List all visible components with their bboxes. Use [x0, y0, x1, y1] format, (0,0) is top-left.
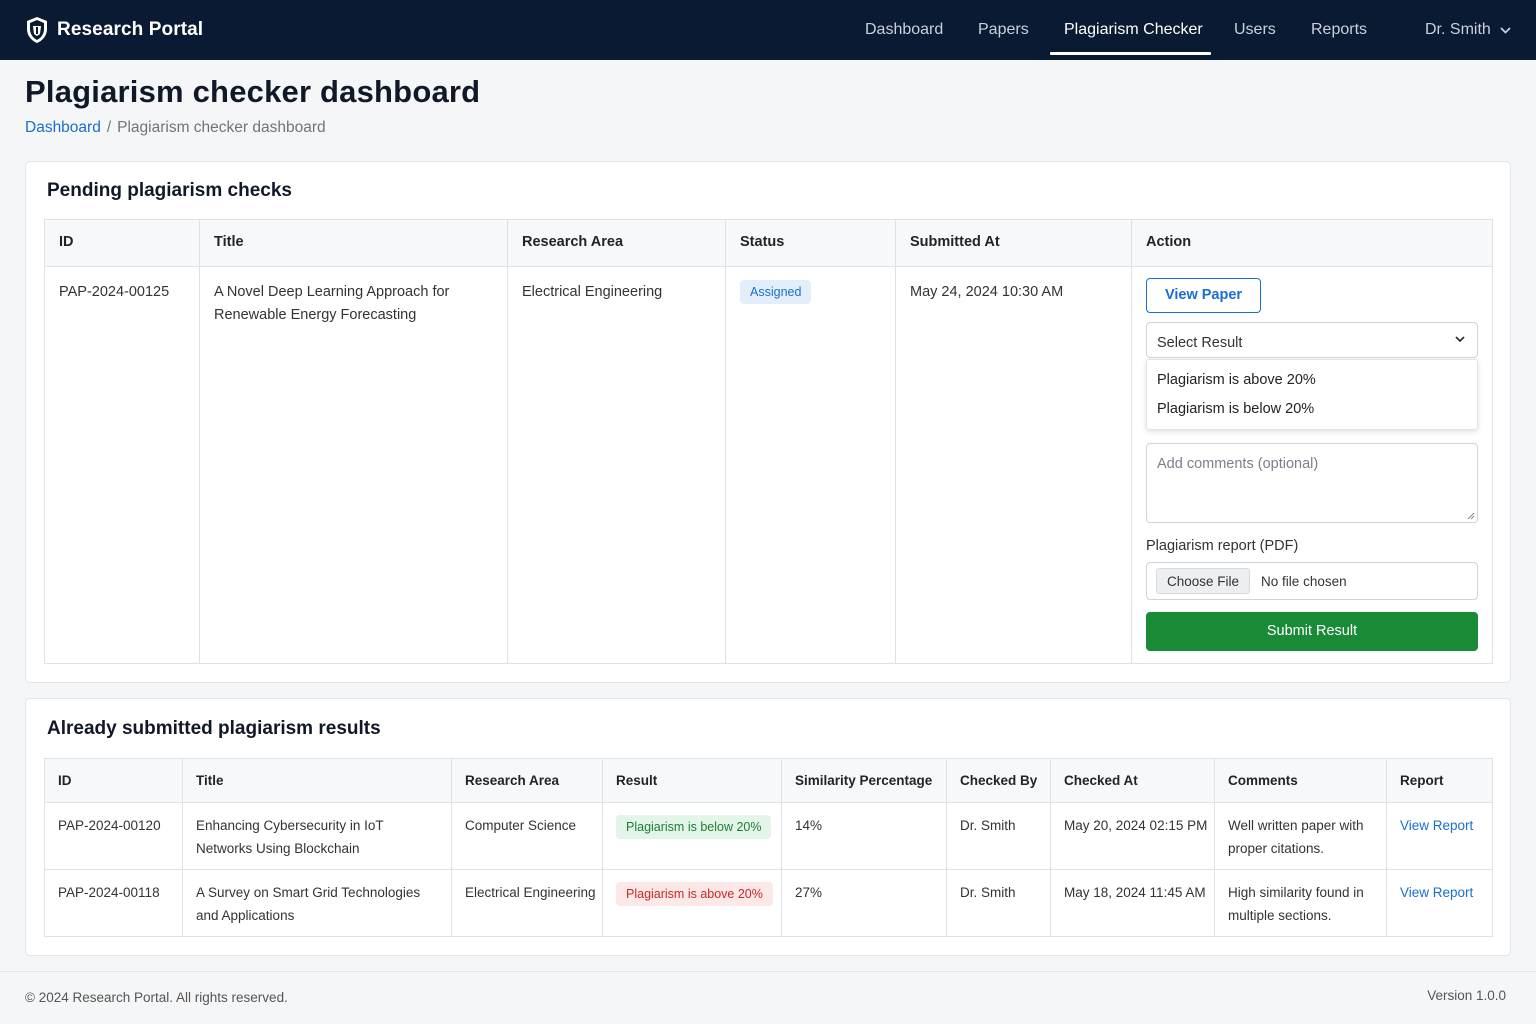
- view-paper-button[interactable]: View Paper: [1146, 278, 1261, 313]
- result-title: Enhancing Cybersecurity in IoT Networks …: [182, 802, 452, 870]
- result-select-value: Select Result: [1157, 335, 1243, 351]
- col-id: ID: [44, 219, 200, 267]
- brand[interactable]: Research Portal: [25, 16, 203, 44]
- page-title: Plagiarism checker dashboard: [25, 74, 481, 109]
- pending-checks-card: Pending plagiarism checks ID Title Resea…: [25, 161, 1511, 683]
- nav-papers[interactable]: Papers: [978, 21, 1029, 38]
- result-cell: Plagiarism is below 20%: [602, 802, 782, 870]
- nav-users[interactable]: Users: [1234, 21, 1276, 38]
- col-research-area: Research Area: [451, 758, 603, 803]
- col-similarity: Similarity Percentage: [781, 758, 947, 803]
- result-badge: Plagiarism is below 20%: [616, 815, 772, 839]
- col-title: Title: [182, 758, 452, 803]
- user-name: Dr. Smith: [1425, 21, 1491, 38]
- col-checked-at: Checked At: [1050, 758, 1215, 803]
- submit-result-button[interactable]: Submit Result: [1146, 612, 1478, 651]
- table-row: PAP-2024-00118 A Survey on Smart Grid Te…: [44, 869, 1493, 937]
- no-file-text: No file chosen: [1261, 573, 1347, 589]
- report-cell: View Report: [1386, 802, 1493, 870]
- table-row: PAP-2024-00125 A Novel Deep Learning App…: [44, 266, 1493, 664]
- result-dropdown-menu: Plagiarism is above 20% Plagiarism is be…: [1146, 359, 1478, 430]
- col-checked-by: Checked By: [946, 758, 1051, 803]
- action-cell: View Paper Select Result Plagiarism is a…: [1131, 266, 1493, 664]
- col-comments: Comments: [1214, 758, 1387, 803]
- similarity-value: 14%: [781, 802, 947, 870]
- table-header-row: ID Title Research Area Status Submitted …: [44, 219, 1493, 267]
- paper-title: A Novel Deep Learning Approach for Renew…: [199, 266, 508, 664]
- result-title: A Survey on Smart Grid Technologies and …: [182, 869, 452, 937]
- col-action: Action: [1131, 219, 1493, 267]
- col-report: Report: [1386, 758, 1493, 803]
- pending-checks-title: Pending plagiarism checks: [47, 180, 292, 201]
- col-result: Result: [602, 758, 782, 803]
- comments: High similarity found in multiple sectio…: [1214, 869, 1387, 937]
- resize-grip-icon[interactable]: [1467, 512, 1475, 520]
- chevron-down-icon: [1500, 26, 1511, 34]
- submitted-results-title: Already submitted plagiarism results: [47, 718, 381, 739]
- result-id: PAP-2024-00120: [44, 802, 183, 870]
- view-report-link[interactable]: View Report: [1400, 818, 1474, 833]
- report-file-input[interactable]: Choose File No file chosen: [1146, 562, 1478, 600]
- checked-by: Dr. Smith: [946, 869, 1051, 937]
- footer-copyright: © 2024 Research Portal. All rights reser…: [25, 990, 288, 1005]
- submitted-results-table: ID Title Research Area Result Similarity…: [44, 758, 1493, 937]
- col-status: Status: [725, 219, 896, 267]
- submitted-results-card: Already submitted plagiarism results ID …: [25, 698, 1511, 956]
- comments-textarea[interactable]: Add comments (optional): [1146, 443, 1478, 523]
- breadcrumb-current: Plagiarism checker dashboard: [117, 119, 326, 136]
- comments: Well written paper with proper citations…: [1214, 802, 1387, 870]
- breadcrumb: Dashboard / Plagiarism checker dashboard: [25, 119, 326, 137]
- view-report-link[interactable]: View Report: [1400, 885, 1474, 900]
- paper-submitted-at: May 24, 2024 10:30 AM: [895, 266, 1132, 664]
- result-select[interactable]: Select Result: [1146, 322, 1478, 358]
- footer: © 2024 Research Portal. All rights reser…: [0, 971, 1536, 1024]
- status-cell: Assigned: [725, 266, 896, 664]
- active-nav-indicator: [1050, 52, 1211, 55]
- table-header-row: ID Title Research Area Result Similarity…: [44, 758, 1493, 803]
- result-cell: Plagiarism is above 20%: [602, 869, 782, 937]
- nav-reports[interactable]: Reports: [1311, 21, 1368, 38]
- brand-name: Research Portal: [57, 19, 204, 40]
- top-navbar: Research Portal Dashboard Papers Plagiar…: [0, 0, 1536, 60]
- report-cell: View Report: [1386, 869, 1493, 937]
- chevron-down-icon: [1455, 336, 1465, 343]
- pending-checks-table: ID Title Research Area Status Submitted …: [44, 219, 1493, 664]
- checked-at: May 20, 2024 02:15 PM: [1050, 802, 1215, 870]
- col-title: Title: [199, 219, 508, 267]
- col-id: ID: [44, 758, 183, 803]
- paper-research-area: Electrical Engineering: [507, 266, 726, 664]
- option-above-20[interactable]: Plagiarism is above 20%: [1157, 372, 1316, 388]
- col-submitted-at: Submitted At: [895, 219, 1132, 267]
- col-research-area: Research Area: [507, 219, 726, 267]
- breadcrumb-home-link[interactable]: Dashboard: [25, 119, 101, 136]
- status-badge: Assigned: [740, 280, 812, 304]
- result-id: PAP-2024-00118: [44, 869, 183, 937]
- checked-by: Dr. Smith: [946, 802, 1051, 870]
- option-below-20[interactable]: Plagiarism is below 20%: [1157, 401, 1315, 417]
- result-badge: Plagiarism is above 20%: [616, 882, 773, 906]
- paper-id: PAP-2024-00125: [44, 266, 200, 664]
- result-area: Electrical Engineering: [451, 869, 603, 937]
- checked-at: May 18, 2024 11:45 AM: [1050, 869, 1215, 937]
- similarity-value: 27%: [781, 869, 947, 937]
- shield-crest-icon: [27, 17, 47, 43]
- result-area: Computer Science: [451, 802, 603, 870]
- report-file-label: Plagiarism report (PDF): [1146, 538, 1299, 554]
- footer-version: Version 1.0.0: [1427, 988, 1506, 1003]
- breadcrumb-separator: /: [106, 119, 112, 136]
- nav-plagiarism-checker[interactable]: Plagiarism Checker: [1064, 21, 1203, 38]
- comments-placeholder: Add comments (optional): [1157, 456, 1319, 472]
- nav-dashboard[interactable]: Dashboard: [865, 21, 944, 38]
- table-row: PAP-2024-00120 Enhancing Cybersecurity i…: [44, 802, 1493, 870]
- choose-file-button[interactable]: Choose File: [1156, 568, 1251, 594]
- user-menu[interactable]: Dr. Smith: [1425, 0, 1511, 60]
